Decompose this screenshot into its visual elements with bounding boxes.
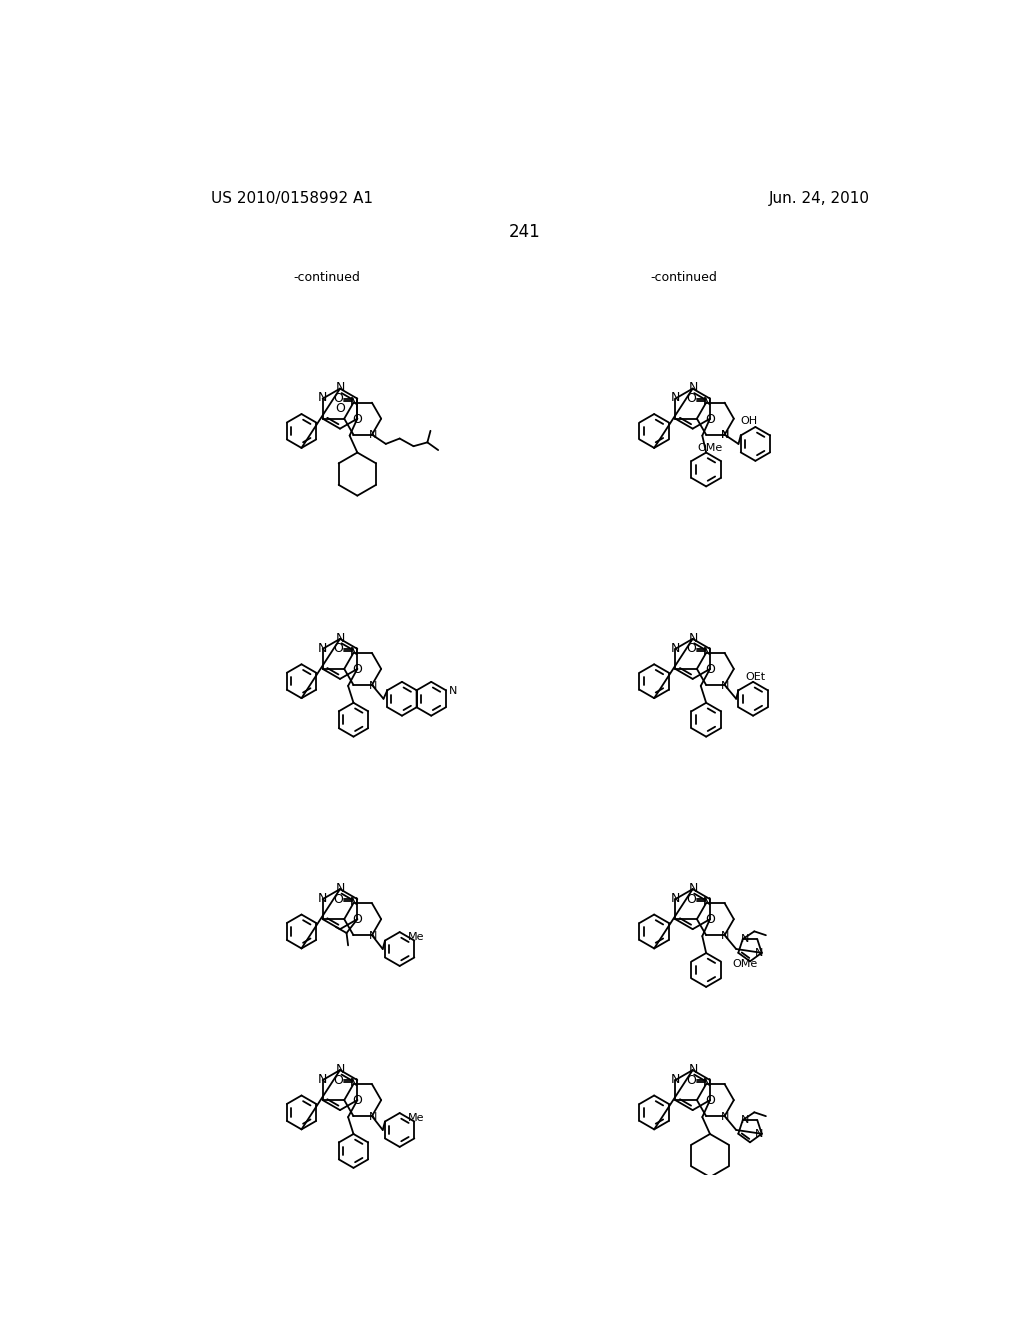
Text: 241: 241 — [509, 223, 541, 240]
Text: Me: Me — [409, 932, 425, 942]
Text: O: O — [686, 392, 695, 405]
Text: N: N — [721, 430, 729, 441]
Text: OEt: OEt — [745, 672, 766, 682]
Text: -continued: -continued — [650, 271, 717, 284]
Text: N: N — [369, 681, 377, 690]
Text: N: N — [671, 642, 680, 655]
Text: N: N — [702, 397, 711, 407]
Text: N: N — [350, 1078, 358, 1088]
Text: O: O — [336, 403, 345, 416]
Text: N: N — [756, 948, 764, 958]
Text: O: O — [686, 643, 695, 656]
Text: N: N — [741, 935, 750, 944]
Text: O: O — [706, 413, 715, 426]
Text: N: N — [721, 1111, 729, 1122]
Text: OMe: OMe — [697, 444, 723, 453]
Text: N: N — [336, 631, 345, 644]
Text: N: N — [689, 882, 698, 895]
Text: N: N — [369, 1111, 377, 1122]
Text: O: O — [333, 1073, 343, 1086]
Text: N: N — [741, 1115, 750, 1125]
Text: N: N — [756, 1129, 764, 1139]
Text: N: N — [318, 892, 328, 906]
Text: O: O — [706, 1094, 715, 1107]
Text: O: O — [352, 913, 362, 927]
Text: N: N — [671, 391, 680, 404]
Text: US 2010/0158992 A1: US 2010/0158992 A1 — [211, 191, 374, 206]
Text: O: O — [706, 663, 715, 676]
Text: O: O — [352, 1094, 362, 1107]
Text: N: N — [318, 1073, 328, 1086]
Text: O: O — [352, 413, 362, 426]
Text: -continued: -continued — [294, 271, 360, 284]
Text: N: N — [721, 681, 729, 690]
Text: O: O — [333, 392, 343, 405]
Text: N: N — [318, 391, 328, 404]
Text: N: N — [449, 686, 457, 696]
Text: N: N — [702, 898, 711, 907]
Text: O: O — [352, 663, 362, 676]
Text: N: N — [350, 647, 358, 657]
Text: N: N — [671, 892, 680, 906]
Text: N: N — [336, 1063, 345, 1076]
Text: N: N — [336, 882, 345, 895]
Text: N: N — [721, 931, 729, 941]
Text: OH: OH — [740, 416, 758, 426]
Text: N: N — [350, 397, 358, 407]
Text: OMe: OMe — [732, 958, 758, 969]
Text: N: N — [689, 1063, 698, 1076]
Text: N: N — [702, 647, 711, 657]
Text: N: N — [671, 1073, 680, 1086]
Text: O: O — [706, 913, 715, 927]
Text: N: N — [702, 1078, 711, 1088]
Text: O: O — [333, 892, 343, 906]
Text: O: O — [686, 1073, 695, 1086]
Text: Jun. 24, 2010: Jun. 24, 2010 — [769, 191, 869, 206]
Text: O: O — [333, 643, 343, 656]
Text: N: N — [369, 931, 377, 941]
Text: N: N — [689, 381, 698, 395]
Text: N: N — [336, 381, 345, 395]
Text: N: N — [721, 430, 729, 441]
Text: Me: Me — [409, 1114, 425, 1123]
Text: N: N — [689, 631, 698, 644]
Text: O: O — [686, 892, 695, 906]
Text: N: N — [369, 430, 377, 441]
Text: N: N — [318, 642, 328, 655]
Text: N: N — [350, 898, 358, 907]
